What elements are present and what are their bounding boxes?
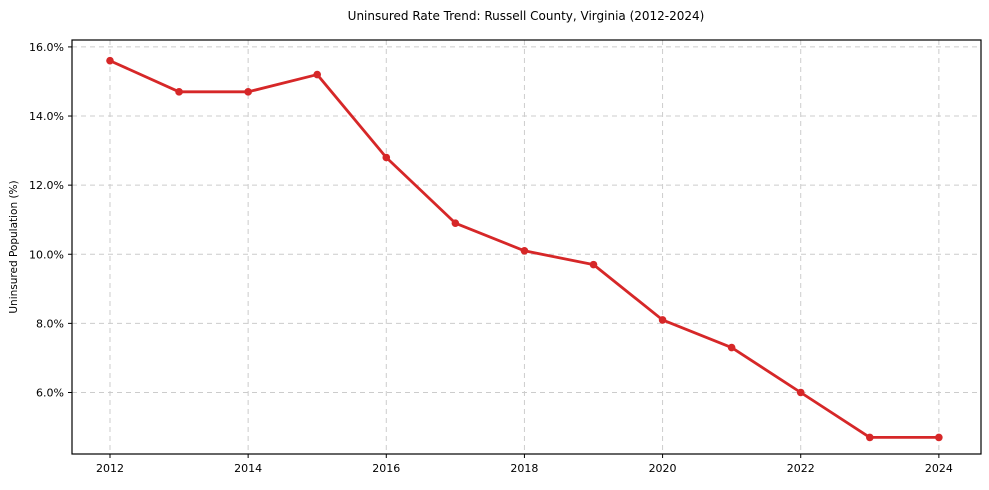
data-point <box>313 70 322 79</box>
y-tick-label: 14.0% <box>29 110 64 123</box>
data-point <box>796 388 805 397</box>
plot-border <box>71 39 982 455</box>
y-tick-label: 10.0% <box>29 248 64 261</box>
x-tick-label: 2012 <box>96 462 124 475</box>
x-tick-label: 2016 <box>372 462 400 475</box>
chart-title: Uninsured Rate Trend: Russell County, Vi… <box>347 9 705 23</box>
data-point <box>589 260 598 269</box>
x-tick-label: 2024 <box>925 462 953 475</box>
data-point <box>382 153 391 162</box>
data-point <box>520 247 529 255</box>
data-point <box>175 88 183 96</box>
data-point <box>865 433 874 442</box>
data-point <box>727 343 736 352</box>
y-tick-label: 6.0% <box>36 386 64 399</box>
data-point <box>658 316 667 324</box>
data-point <box>451 219 460 227</box>
x-tick-label: 2022 <box>787 462 815 475</box>
data-point <box>935 433 943 442</box>
x-tick-label: 2014 <box>234 462 262 475</box>
data-point <box>106 56 114 65</box>
y-tick-label: 8.0% <box>36 317 64 330</box>
y-tick-label: 12.0% <box>29 179 64 192</box>
x-tick-label: 2018 <box>510 462 538 475</box>
data-point <box>244 88 252 96</box>
y-tick-label: 16.0% <box>29 41 64 54</box>
x-tick-label: 2020 <box>649 462 677 475</box>
